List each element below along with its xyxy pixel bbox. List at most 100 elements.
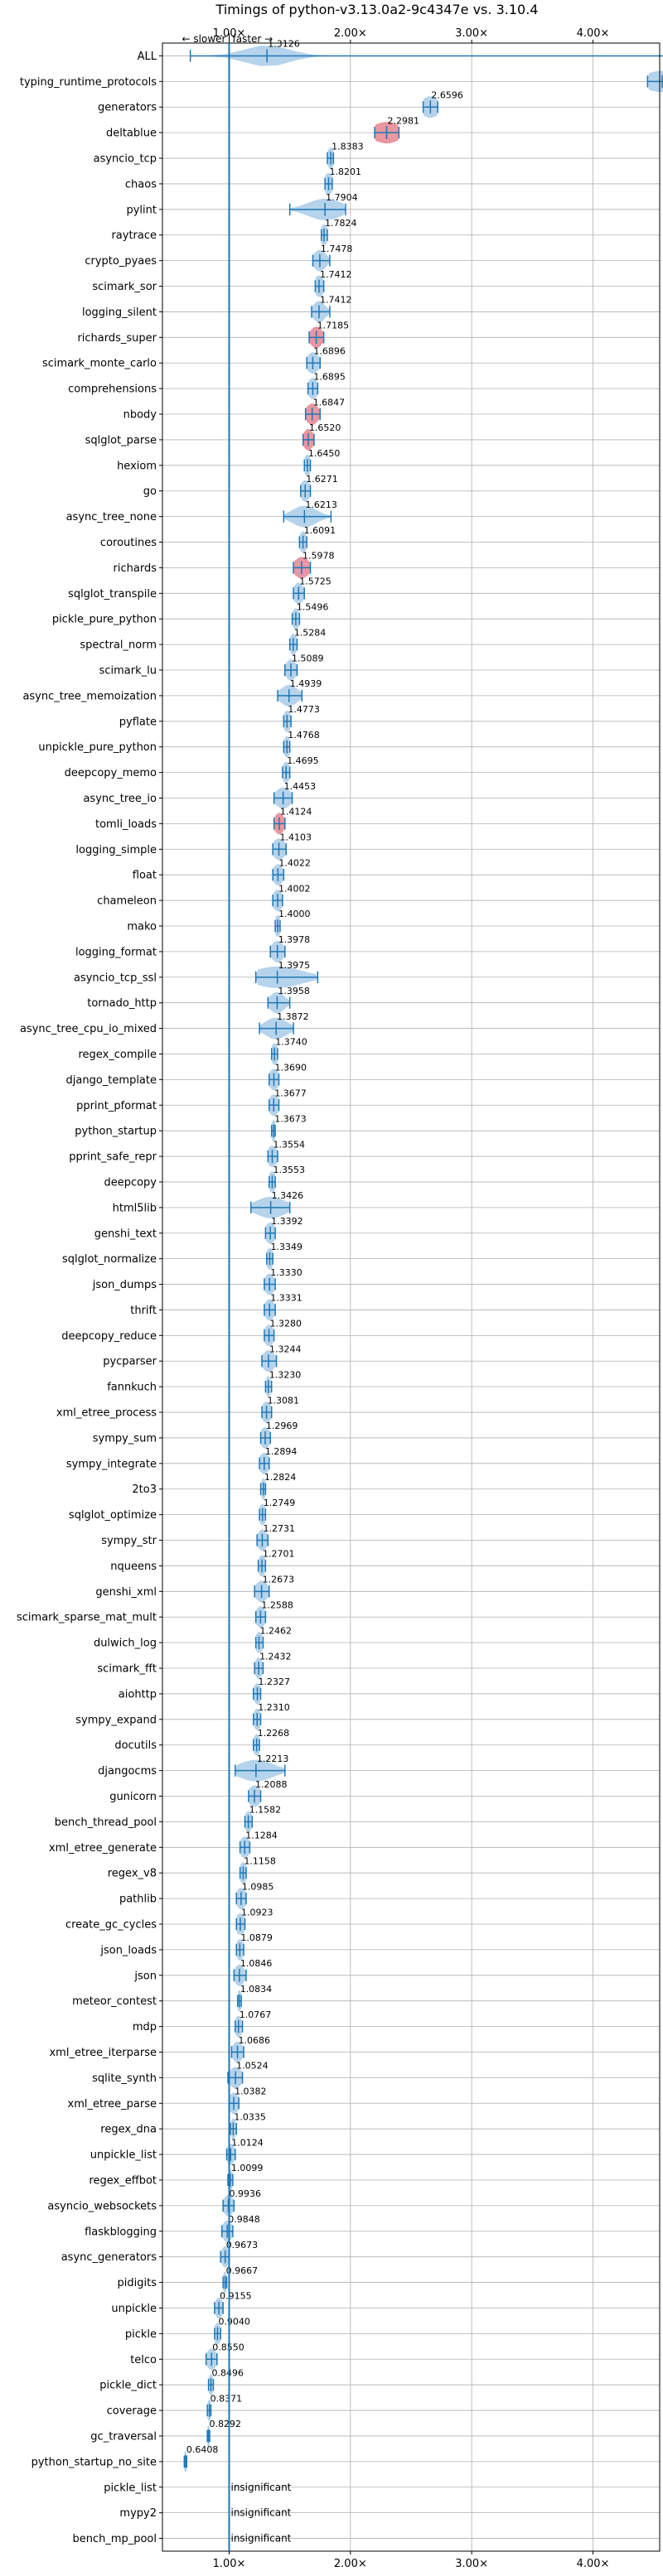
median-label: 1.4124	[280, 807, 312, 818]
median-label: 1.2749	[264, 1498, 296, 1508]
median-label: 1.2327	[259, 1676, 291, 1687]
benchmark-label: sqlglot_normalize	[62, 1253, 157, 1266]
benchmark-label: python_startup_no_site	[31, 2456, 157, 2468]
labels-layer: ALL1.3126typing_runtime_protocols4.5705g…	[17, 39, 463, 2545]
median-label: 1.0335	[234, 2111, 266, 2122]
benchmark-label: gunicorn	[109, 1791, 157, 1803]
insignificant-label: insignificant	[230, 2482, 291, 2493]
benchmark-label: nbody	[123, 409, 157, 422]
benchmark-label: richards	[114, 562, 157, 575]
benchmark-label: scimark_lu	[99, 665, 157, 678]
median-label: 1.2088	[255, 1779, 288, 1790]
median-label: 1.1158	[244, 1855, 276, 1866]
benchmark-label: pickle_dict	[99, 2380, 157, 2392]
benchmark-label: deepcopy_memo	[65, 767, 157, 779]
median-label: 1.3690	[274, 1063, 307, 1073]
benchmark-label: sympy_str	[101, 1535, 157, 1547]
benchmark-label: unpickle_pure_python	[38, 741, 157, 754]
benchmark-label: regex_dna	[100, 2124, 157, 2136]
median-label: 1.4768	[288, 730, 320, 740]
benchmark-label: sympy_expand	[75, 1714, 157, 1726]
median-label: 1.3677	[274, 1088, 307, 1099]
benchmark-label: asyncio_tcp_ssl	[74, 972, 157, 984]
benchmark-label: thrift	[130, 1305, 157, 1317]
median-label: 1.0834	[240, 1984, 273, 1995]
benchmark-label: mdp	[133, 2021, 157, 2033]
benchmark-label: djangocms	[98, 1765, 157, 1778]
median-label: 1.5284	[294, 627, 327, 638]
benchmark-label: telco	[130, 2354, 157, 2366]
median-label: 1.4773	[288, 704, 320, 715]
x-tick-label-bottom: 4.00×	[577, 2558, 610, 2570]
benchmark-label: asyncio_tcp	[94, 153, 157, 166]
median-label: 1.2673	[263, 1575, 295, 1585]
plot-frame	[162, 42, 661, 2552]
median-label: 1.2432	[259, 1651, 292, 1662]
median-label: 1.3426	[272, 1190, 304, 1201]
median-label: 0.9040	[218, 2317, 250, 2328]
benchmark-label: pylint	[126, 204, 157, 216]
median-label: 1.4022	[278, 857, 311, 868]
median-label: 1.5978	[302, 551, 335, 562]
benchmark-label: nqueens	[110, 1561, 157, 1573]
median-label: 1.2701	[263, 1549, 295, 1560]
median-label: 1.3330	[270, 1267, 302, 1278]
benchmark-label: go	[143, 485, 157, 498]
benchmark-label: hexiom	[117, 460, 157, 472]
x-tick-label-top: 2.00×	[334, 27, 367, 40]
median-label: 1.4695	[287, 755, 319, 766]
benchmark-label: scimark_sor	[92, 281, 157, 293]
benchmark-label: async_tree_none	[66, 511, 157, 523]
benchmark-label: raytrace	[111, 229, 157, 242]
median-label: 1.0124	[231, 2137, 264, 2148]
benchmark-label: genshi_xml	[95, 1586, 157, 1599]
benchmark-label: tornado_http	[87, 997, 157, 1010]
benchmark-label: logging_simple	[75, 844, 157, 856]
benchmark-label: pprint_safe_repr	[69, 1151, 157, 1164]
benchmark-label: flaskblogging	[85, 2226, 157, 2238]
benchmark-label: fannkuch	[107, 1382, 157, 1394]
median-label: 1.3230	[269, 1369, 302, 1380]
median-label: 1.3958	[278, 986, 310, 996]
median-label: 1.7478	[321, 244, 353, 254]
median-label: 1.6520	[309, 422, 341, 433]
median-label: 1.8201	[330, 166, 362, 177]
median-label: 1.7185	[317, 321, 350, 331]
benchmark-label: scimark_sparse_mat_mult	[17, 1612, 157, 1624]
median-label: 1.2310	[258, 1702, 290, 1713]
median-label: 1.3349	[270, 1242, 302, 1252]
benchmark-label: genshi_text	[94, 1228, 157, 1240]
median-label: 0.9155	[220, 2291, 252, 2302]
median-label: 1.4002	[278, 883, 311, 894]
median-label: 1.4000	[278, 909, 311, 919]
benchmark-label: logging_silent	[82, 306, 157, 319]
x-tick-label-bottom: 3.00×	[455, 2558, 488, 2570]
median-label: 1.3553	[273, 1165, 305, 1175]
benchmark-label: xml_etree_process	[56, 1407, 157, 1420]
benchmark-label: bench_thread_pool	[55, 1816, 157, 1829]
median-label: 1.3872	[277, 1011, 309, 1022]
benchmark-label: async_tree_io	[83, 793, 157, 805]
benchmark-label: deepcopy_reduce	[61, 1330, 157, 1343]
benchmark-label: xml_etree_iterparse	[49, 2047, 157, 2059]
benchmark-label: aiohttp	[119, 1688, 157, 1700]
benchmark-label: mako	[127, 920, 157, 933]
benchmark-label: pyflate	[119, 716, 157, 728]
benchmark-label: scimark_fft	[97, 1663, 157, 1676]
median-label: 0.9848	[228, 2214, 260, 2225]
benchmark-label: create_gc_cycles	[65, 1919, 157, 1932]
slower-annotation: ← slower	[182, 33, 226, 45]
median-label: 1.2213	[257, 1754, 289, 1764]
median-label: 1.6271	[306, 474, 338, 485]
median-label: 1.2462	[260, 1625, 293, 1636]
benchmark-label: regex_effbot	[89, 2174, 157, 2187]
benchmark-label: chameleon	[97, 895, 157, 908]
benchmark-label: python_startup	[75, 1126, 157, 1138]
median-label: 0.9667	[226, 2265, 259, 2276]
axes-layer: 1.00×1.00×2.00×2.00×3.00×3.00×4.00×4.00×…	[159, 27, 661, 2570]
median-label: 1.3280	[269, 1319, 302, 1329]
median-label: 1.6091	[304, 525, 336, 536]
median-label: 1.3331	[270, 1293, 302, 1304]
median-label: 1.3244	[269, 1344, 302, 1355]
